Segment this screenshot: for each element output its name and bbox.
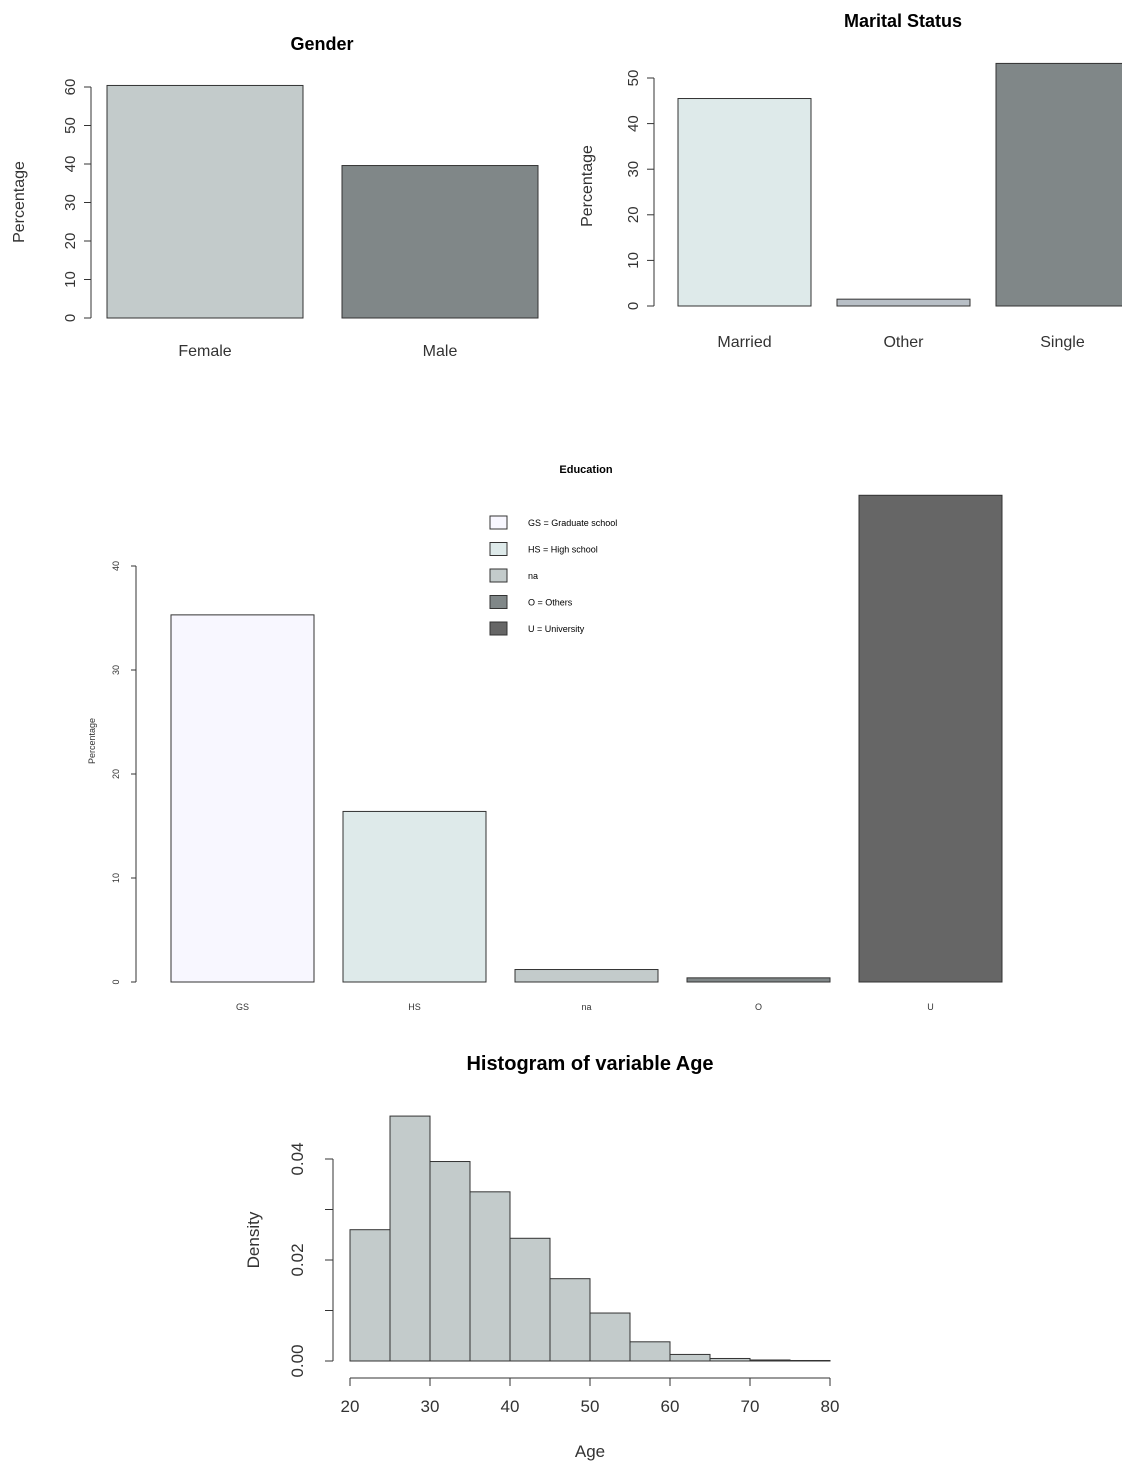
marital-y-tick-label: 50 [625, 70, 642, 87]
education-bar-u [858, 494, 1003, 983]
age-histogram-bar [509, 1237, 551, 1362]
gender-y-tick-label: 40 [62, 156, 79, 173]
marital-bar-single [995, 62, 1122, 307]
age-histogram-bar [789, 1359, 831, 1362]
marital-chart: Marital Status Percentage 0 10 20 30 40 50 Ma… [579, 11, 1122, 351]
education-bar-na [514, 969, 659, 983]
age-y-axis: 0.00 0.02 0.04 [288, 1142, 334, 1378]
marital-category-label: Other [883, 334, 924, 351]
education-y-tick-label: 10 [111, 873, 121, 883]
age-x-tick-label: 80 [821, 1397, 840, 1416]
age-y-axis-label: Density [244, 1211, 263, 1268]
age-title: Histogram of variable Age [466, 1053, 713, 1075]
marital-y-tick-label: 30 [625, 161, 642, 178]
marital-y-tick-label: 0 [625, 302, 642, 310]
education-y-tick-label: 30 [111, 665, 121, 675]
age-x-tick-label: 50 [581, 1397, 600, 1416]
gender-y-tick-label: 60 [62, 79, 79, 96]
education-y-tick-label: 40 [111, 561, 121, 571]
marital-y-tick-label: 40 [625, 115, 642, 132]
marital-title: Marital Status [844, 11, 962, 31]
age-histogram: Histogram of variable Age Density Age 20… [244, 1053, 839, 1461]
education-legend-swatch [489, 542, 508, 556]
marital-category-labels: Married Other Single [717, 334, 1084, 351]
education-y-axis: 0 10 20 30 40 [111, 561, 137, 985]
gender-category-label: Male [423, 343, 458, 360]
age-histogram-bar [549, 1278, 591, 1362]
education-title: Education [559, 464, 612, 476]
gender-y-axis: 0 10 20 30 40 50 60 [62, 79, 92, 322]
gender-title: Gender [290, 34, 353, 54]
marital-bar-other [836, 298, 971, 307]
gender-y-tick-label: 50 [62, 117, 79, 134]
gender-chart: Gender Percentage 0 10 20 30 40 50 60 Female Ma… [11, 34, 539, 360]
education-legend-entry: GS = Graduate school [528, 518, 617, 528]
age-histogram-bar [469, 1191, 511, 1362]
marital-y-tick-label: 20 [625, 206, 642, 223]
education-legend: GS = Graduate school HS = High school na O … [489, 515, 617, 636]
age-histogram-bar [709, 1357, 751, 1362]
marital-y-tick-label: 10 [625, 252, 642, 269]
age-x-tick-label: 60 [661, 1397, 680, 1416]
education-category-label: na [581, 1002, 591, 1012]
gender-y-tick-label: 10 [62, 271, 79, 288]
age-histogram-bar [749, 1359, 791, 1362]
education-bars [170, 494, 1003, 983]
education-category-labels: GS HS na O U [236, 1002, 934, 1012]
marital-bar-married [677, 98, 812, 307]
marital-y-axis: 0 10 20 30 40 50 [625, 70, 655, 310]
age-x-axis: 20 30 40 50 60 70 80 [341, 1377, 840, 1416]
age-y-tick-label: 0.02 [288, 1243, 307, 1276]
gender-bar-male [341, 165, 539, 319]
education-category-label: HS [408, 1002, 421, 1012]
age-histogram-bar [349, 1229, 391, 1362]
education-bar-gs [170, 614, 315, 983]
marital-category-label: Single [1040, 334, 1085, 351]
education-legend-entry: na [528, 571, 538, 581]
education-category-label: GS [236, 1002, 249, 1012]
age-x-tick-label: 30 [421, 1397, 440, 1416]
education-y-tick-label: 20 [111, 769, 121, 779]
gender-y-axis-label: Percentage [11, 161, 28, 243]
education-legend-swatch [489, 595, 508, 609]
age-y-tick-label: 0.00 [288, 1344, 307, 1377]
marital-y-axis-label: Percentage [579, 145, 596, 227]
age-histogram-bar [669, 1353, 711, 1362]
age-bars [349, 1115, 831, 1362]
education-bar-hs [342, 810, 487, 983]
education-legend-entry: U = University [528, 624, 585, 634]
education-y-axis-label: Percentage [87, 718, 97, 764]
gender-bar-female [106, 84, 304, 319]
age-histogram-bar [629, 1341, 671, 1362]
education-legend-swatch [489, 621, 508, 636]
age-y-tick-label: 0.04 [288, 1142, 307, 1175]
education-legend-swatch [489, 515, 508, 530]
age-histogram-bar [429, 1161, 471, 1362]
age-histogram-bar [589, 1312, 631, 1362]
marital-category-label: Married [717, 334, 771, 351]
education-category-label: U [927, 1002, 934, 1012]
education-category-label: O [755, 1002, 762, 1012]
education-legend-entry: O = Others [528, 598, 573, 608]
education-chart: Education Percentage 0 10 20 30 40 GS HS na O U … [87, 464, 1003, 1012]
gender-bars [106, 84, 539, 319]
gender-y-tick-label: 30 [62, 194, 79, 211]
gender-y-tick-label: 20 [62, 233, 79, 250]
marital-bars [677, 62, 1122, 307]
gender-category-labels: Female Male [178, 343, 457, 360]
age-x-axis-label: Age [575, 1442, 605, 1461]
age-x-tick-label: 20 [341, 1397, 360, 1416]
age-histogram-bar [389, 1115, 431, 1362]
age-x-tick-label: 40 [501, 1397, 520, 1416]
age-x-tick-label: 70 [741, 1397, 760, 1416]
education-legend-swatch [489, 568, 508, 583]
gender-category-label: Female [178, 343, 231, 360]
education-legend-entry: HS = High school [528, 545, 598, 555]
education-bar-o [686, 977, 831, 983]
gender-y-tick-label: 0 [62, 314, 79, 322]
education-y-tick-label: 0 [111, 979, 121, 984]
